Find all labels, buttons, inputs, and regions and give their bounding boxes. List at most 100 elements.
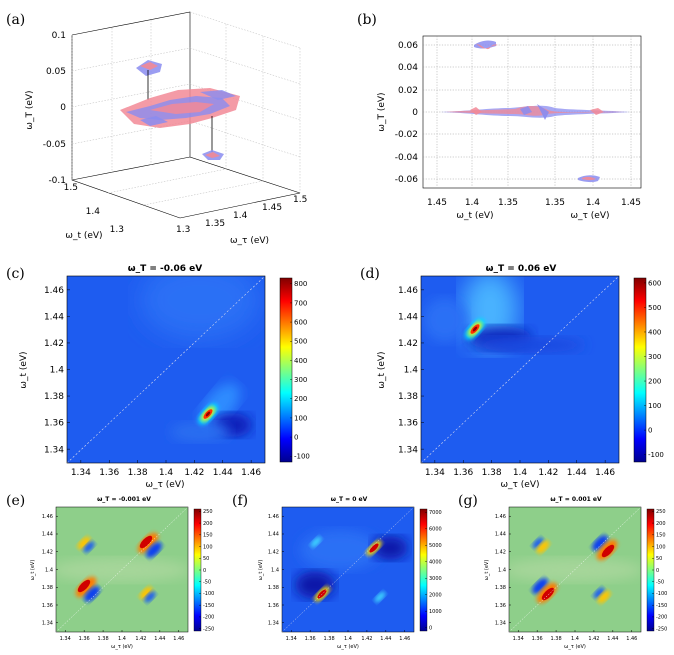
panel-f-colorbar-tick: 4000	[429, 560, 442, 566]
panel-e-colorbar-tick: -100	[203, 591, 214, 597]
panel-d-colorbar-tick: 600	[648, 279, 661, 287]
panel-g-y-tick: 1.44	[495, 532, 506, 538]
panel-b-x-tick: 1.45	[621, 198, 641, 208]
panel-d-colorbar-tick: 500	[648, 304, 661, 312]
panel-g-colorbar-tick: -200	[656, 615, 667, 621]
panel-c-x-tick: 1.4	[159, 468, 174, 478]
panel-d-x-tick: 1.34	[425, 468, 445, 478]
panel-e-x-tick: 1.34	[60, 636, 71, 642]
panel-g-heatmap: ω_T = 0.001 eV 1.34 1.36 1.38 1.4 1.42 1.44 1.…	[484, 496, 667, 650]
panel-e-colorbar-tick: -200	[203, 615, 214, 621]
panel-g-colorbar-tick: 200	[656, 521, 666, 527]
panel-c-x-tick: 1.34	[71, 468, 91, 478]
panel-d-colorbar-tick: -100	[648, 451, 664, 459]
panel-g-x-tick: 1.4	[571, 636, 579, 642]
panel-b-y-tick: 0.02	[398, 86, 418, 96]
panel-b-y-tick: -0.04	[395, 153, 419, 163]
panel-c-y-tick: 1.4	[50, 366, 65, 376]
panel-b-sheet-upper	[474, 40, 498, 50]
panel-a-z-tick: 0	[60, 103, 66, 113]
panel-b-y-tick: 0	[412, 108, 418, 118]
panel-label-b: (b)	[357, 12, 377, 28]
panel-e-colorbar-tick: 200	[203, 521, 213, 527]
panel-a-y-tick: 1.45	[262, 203, 282, 213]
panel-c-colorbar-tick: 700	[294, 299, 307, 307]
panel-f-colorbar-tick: 0	[429, 625, 432, 631]
panel-f-colorbar-tick: 3000	[429, 576, 442, 582]
panel-d-x-tick: 1.42	[538, 468, 558, 478]
panel-g-y-tick: 1.38	[495, 585, 506, 591]
panel-label-a: (a)	[6, 12, 25, 28]
panel-c-colorbar-tick: 0	[294, 434, 298, 442]
panel-e-colorbar-tick: -150	[203, 603, 214, 609]
panel-b-y-label: ω_T (eV)	[377, 92, 387, 131]
panel-b-x-tick: 1.35	[545, 198, 565, 208]
panel-a-z-tick: -0.1	[48, 176, 66, 186]
panel-g-colorbar-tick: -250	[656, 626, 667, 632]
panel-g-y-tick: 1.4	[498, 567, 506, 573]
panel-c-diagonal	[67, 276, 265, 463]
panel-f-x-tick: 1.38	[324, 636, 335, 642]
panel-e-x-tick: 1.46	[173, 636, 184, 642]
panel-f-colorbar-tick: 1000	[429, 609, 442, 615]
panel-e-y-tick: 1.4	[45, 567, 53, 573]
panel-g-x-tick: 1.34	[513, 636, 524, 642]
panel-a-y-tick: 1.3	[176, 225, 190, 235]
panel-e-colorbar-tick: 250	[203, 509, 213, 515]
panel-d-diagonal	[421, 276, 619, 463]
panel-f-y-tick: 1.44	[268, 532, 279, 538]
panel-e-y-tick: 1.42	[42, 549, 53, 555]
panel-e-x-tick: 1.36	[79, 636, 90, 642]
panel-d-colorbar-tick: 0	[648, 427, 652, 435]
panel-f-y-tick: 1.46	[268, 514, 279, 520]
panel-b-sheet-middle	[440, 104, 630, 120]
panel-b-y-tick: 0.04	[398, 63, 418, 73]
panel-d-y-tick: 1.46	[398, 286, 418, 296]
panel-b-x-tick: 1.4	[465, 198, 480, 208]
panel-f-x-label: ω_τ (eV)	[337, 644, 359, 650]
panel-g-y-tick: 1.42	[495, 549, 506, 555]
panel-c-x-label: ω_τ (eV)	[145, 480, 184, 490]
panel-label-c: (c)	[6, 266, 25, 282]
panel-c-colorbar-tick: 500	[294, 338, 307, 346]
panel-g-x-tick: 1.44	[607, 636, 618, 642]
panel-b-y-tick: -0.06	[395, 175, 419, 185]
panel-c-colorbar-tick: 100	[294, 414, 307, 422]
panel-c-x-tick: 1.38	[128, 468, 148, 478]
panel-g-colorbar-tick: -150	[656, 603, 667, 609]
panel-c-y-tick: 1.46	[44, 286, 64, 296]
panel-d-x-tick: 1.46	[595, 468, 615, 478]
panel-f-y-tick: 1.38	[268, 585, 279, 591]
panel-f-colorbar-tick: 7000	[429, 510, 442, 516]
panel-e-x-tick: 1.44	[154, 636, 165, 642]
panel-b-x-label-left: ω_t (eV)	[456, 211, 493, 221]
panel-f-colorbar-tick: 2000	[429, 592, 442, 598]
panel-f-heatmap: ω_T = 0 eV 1.34 1.36 1.38 1.4 1.42 1.44 1.46 1.…	[258, 496, 442, 650]
panel-c-colorbar-tick: 800	[294, 280, 307, 288]
panel-d-x-tick: 1.4	[513, 468, 528, 478]
panel-c-x-tick: 1.42	[184, 468, 204, 478]
panel-label-g: (g)	[458, 493, 478, 509]
panel-d-heatmap: ω_T = 0.06 eV 1.34 1.36 1.38 1.4 1.42 1.44 1.4…	[377, 264, 664, 490]
panel-e-y-tick: 1.38	[42, 585, 53, 591]
panel-c-y-label: ω_t (eV)	[19, 351, 29, 388]
panel-a-x-tick: 1.3	[110, 225, 124, 235]
panel-d-y-tick: 1.42	[398, 339, 418, 349]
panel-e-diagonal	[56, 507, 188, 632]
panel-f-colorbar-tick: 5000	[429, 543, 442, 549]
panel-d-colorbar-tick: 100	[648, 402, 661, 410]
panel-d-colorbar-tick: 300	[648, 353, 661, 361]
panel-f-y-tick: 1.34	[268, 621, 279, 627]
panel-a-y-tick: 1.35	[205, 219, 225, 229]
panel-g-colorbar-tick: -100	[656, 591, 667, 597]
panel-e-colorbar-tick: 150	[203, 533, 213, 539]
panel-f-diagonal	[282, 507, 414, 632]
panel-a-y-tick: 1.4	[233, 211, 248, 221]
panel-d-title: ω_T = 0.06 eV	[486, 264, 557, 274]
panel-g-colorbar-tick: 0	[656, 568, 659, 574]
panel-e-colorbar-tick: 50	[203, 556, 209, 562]
panel-c-x-tick: 1.46	[241, 468, 261, 478]
panel-label-d: (d)	[360, 266, 380, 282]
panel-d-colorbar-tick: 200	[648, 377, 661, 385]
